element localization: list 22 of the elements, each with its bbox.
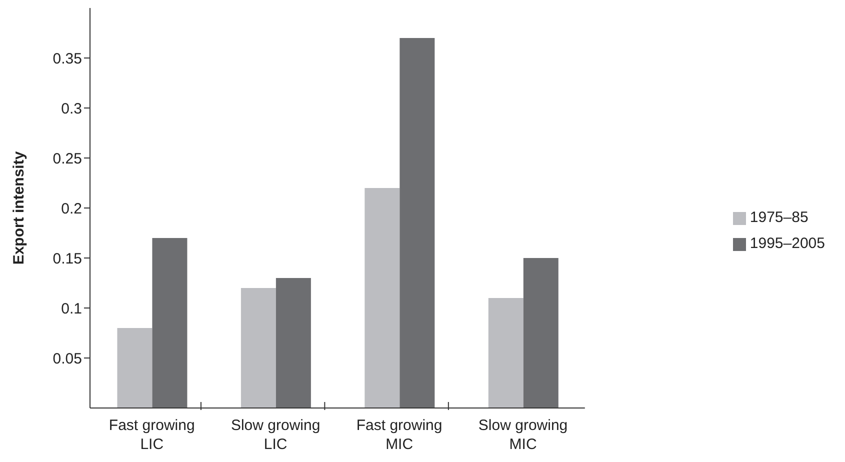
x-tick-label: Fast growing MIC [356, 417, 442, 453]
x-tick-label: Slow growing LIC [230, 417, 320, 453]
y-tick-label: 0.35 [52, 50, 82, 68]
y-tick-label: 0.15 [52, 250, 82, 268]
bar [117, 328, 152, 408]
legend-label: 1975–85 [750, 209, 808, 226]
bar [523, 258, 558, 408]
bar [488, 298, 524, 408]
y-tick-label: 0.25 [52, 150, 82, 168]
y-axis-title: Export intensity [10, 150, 28, 265]
y-tick-label: 0.05 [52, 350, 82, 368]
y-tick-label: 0.3 [61, 100, 82, 118]
y-tick-label: 0.2 [61, 200, 82, 218]
y-tick-label: 0.1 [61, 300, 82, 318]
bar [364, 188, 400, 408]
legend-label: 1995–2005 [750, 235, 825, 252]
x-tick-label: Slow growing MIC [478, 417, 568, 453]
bar [276, 278, 311, 408]
bar [240, 288, 276, 408]
bar [152, 238, 188, 408]
bar [400, 38, 435, 408]
x-tick-label: Fast growing LIC [108, 417, 195, 453]
